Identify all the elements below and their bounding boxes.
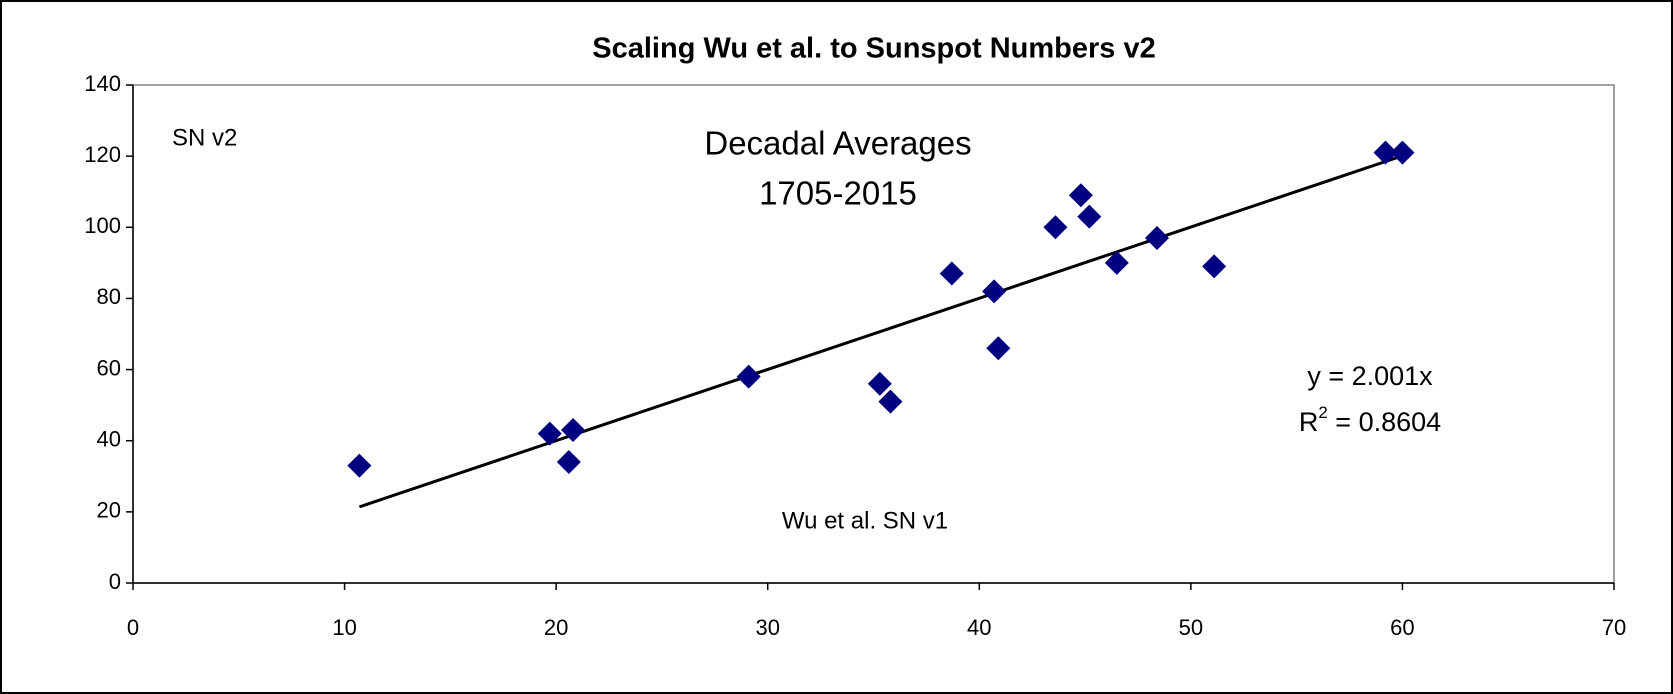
data-point (347, 453, 372, 478)
data-point (556, 450, 581, 475)
data-point (561, 418, 586, 443)
r-squared: R2 = 0.8604 (1299, 403, 1441, 437)
data-point (878, 389, 903, 414)
subtitle: Decadal Averages (704, 125, 971, 162)
data-point (867, 371, 892, 396)
x-tick-label: 30 (755, 615, 779, 640)
y-tick-label: 140 (84, 71, 121, 96)
data-point (1145, 225, 1170, 250)
y-tick-label: 120 (84, 142, 121, 167)
trendline (358, 154, 1403, 509)
data-point (1373, 140, 1398, 165)
data-point (736, 364, 761, 389)
y-tick-label: 0 (109, 569, 121, 594)
x-tick-label: 40 (967, 615, 991, 640)
y-tick-label: 20 (97, 498, 121, 523)
x-tick-label: 20 (544, 615, 568, 640)
data-point (537, 421, 562, 446)
data-point (1202, 254, 1227, 279)
data-point (1077, 204, 1102, 229)
x-tick-label: 50 (1179, 615, 1203, 640)
x-tick-label: 0 (127, 615, 139, 640)
y-tick-label: 80 (97, 284, 121, 309)
data-point (1068, 183, 1093, 208)
data-point (986, 336, 1011, 361)
data-point (1043, 215, 1068, 240)
r-squared-sup: 2 (1318, 403, 1327, 422)
data-point (1390, 140, 1415, 165)
data-point (1104, 250, 1129, 275)
y-tick-label: 60 (97, 355, 121, 380)
subtitle: 1705-2015 (759, 175, 917, 212)
y-tick-label: 100 (84, 213, 121, 238)
equation: y = 2.001x (1307, 361, 1433, 391)
x-axis-label: Wu et al. SN v1 (782, 507, 948, 534)
x-tick-label: 70 (1602, 615, 1626, 640)
data-point (982, 279, 1007, 304)
r-squared-prefix: R (1299, 407, 1319, 437)
x-tick-label: 60 (1390, 615, 1414, 640)
y-tick-label: 40 (97, 427, 121, 452)
y-axis-label: SN v2 (172, 124, 237, 151)
r-squared-rest: = 0.8604 (1328, 407, 1441, 437)
x-tick-label: 10 (332, 615, 356, 640)
chart-title: Scaling Wu et al. to Sunspot Numbers v2 (592, 33, 1155, 65)
data-point (939, 261, 964, 286)
